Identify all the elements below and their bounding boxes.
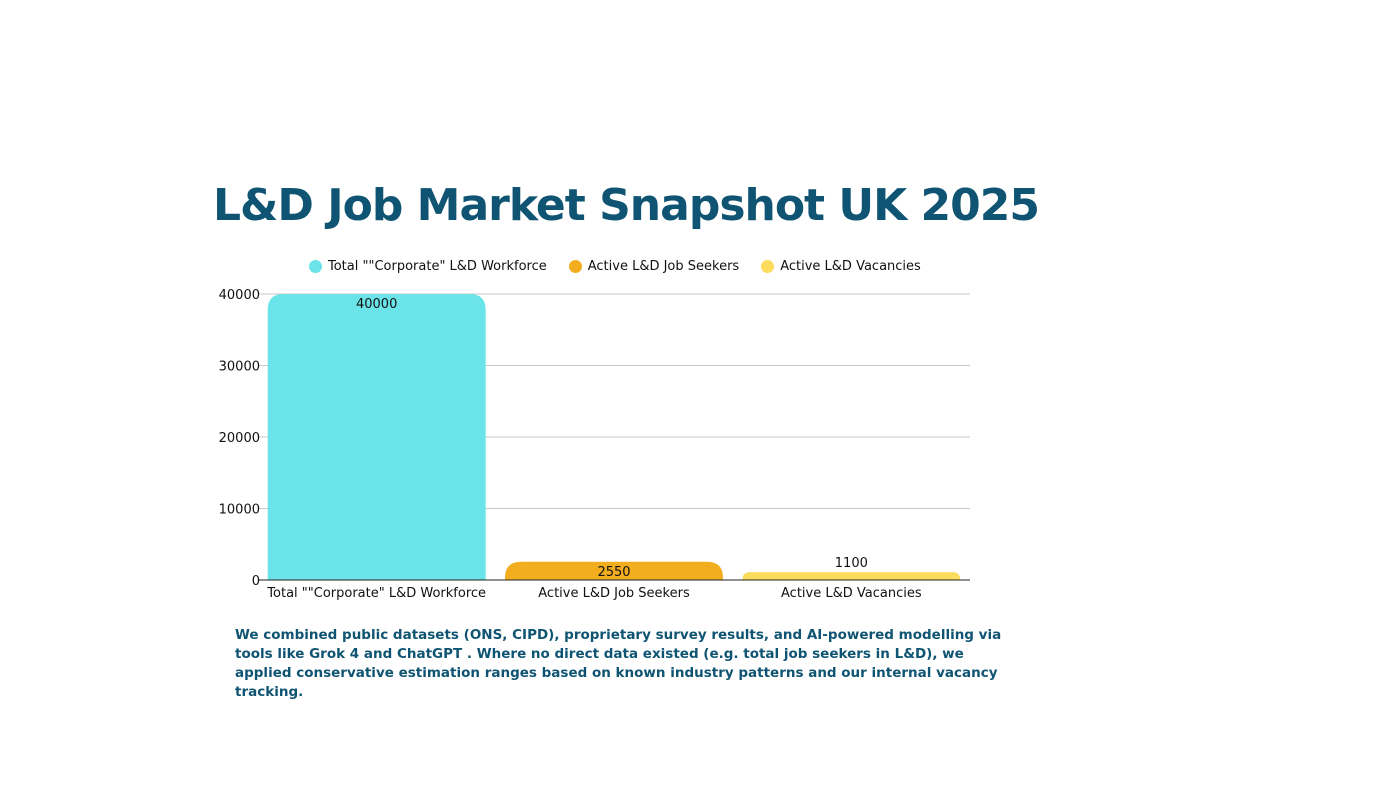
legend-label: Total ""Corporate" L&D Workforce	[328, 259, 547, 274]
chart-legend: Total ""Corporate" L&D Workforce Active L…	[309, 259, 921, 274]
legend-item: Active L&D Vacancies	[761, 259, 921, 274]
y-tick-label: 20000	[219, 431, 260, 446]
data-label: 1100	[835, 556, 868, 571]
data-labels: 40000 2550 1100	[356, 297, 868, 580]
bar-2	[505, 561, 723, 580]
bar-3	[742, 572, 961, 580]
y-axis-ticks: 0 10000 20000 30000 40000	[219, 288, 260, 589]
chart-title: L&D Job Market Snapshot UK 2025	[213, 180, 1040, 231]
legend-item: Total ""Corporate" L&D Workforce	[309, 259, 547, 274]
data-label: 40000	[356, 297, 397, 312]
legend-swatch	[761, 260, 775, 273]
legend-label: Active L&D Vacancies	[780, 259, 921, 274]
legend-item: Active L&D Job Seekers	[568, 259, 740, 274]
y-tick-label: 30000	[219, 360, 260, 375]
y-tick-label: 10000	[219, 503, 260, 518]
bars	[267, 294, 961, 580]
y-tick-label: 0	[252, 574, 260, 589]
legend-swatch	[309, 260, 322, 273]
data-label: 2550	[597, 565, 630, 580]
legend-label: Active L&D Job Seekers	[587, 259, 740, 274]
x-tick-label: Total ""Corporate" L&D Workforce	[266, 586, 486, 601]
x-tick-label: Active L&D Job Seekers	[538, 586, 690, 601]
x-tick-label: Active L&D Vacancies	[781, 586, 922, 601]
methodology-note: We combined public datasets (ONS, CIPD),…	[235, 627, 1002, 700]
bar-1	[267, 294, 486, 580]
legend-swatch	[568, 260, 582, 273]
x-axis-ticks: Total ""Corporate" L&D Workforce Active L…	[266, 586, 922, 601]
y-tick-label: 40000	[219, 288, 260, 303]
